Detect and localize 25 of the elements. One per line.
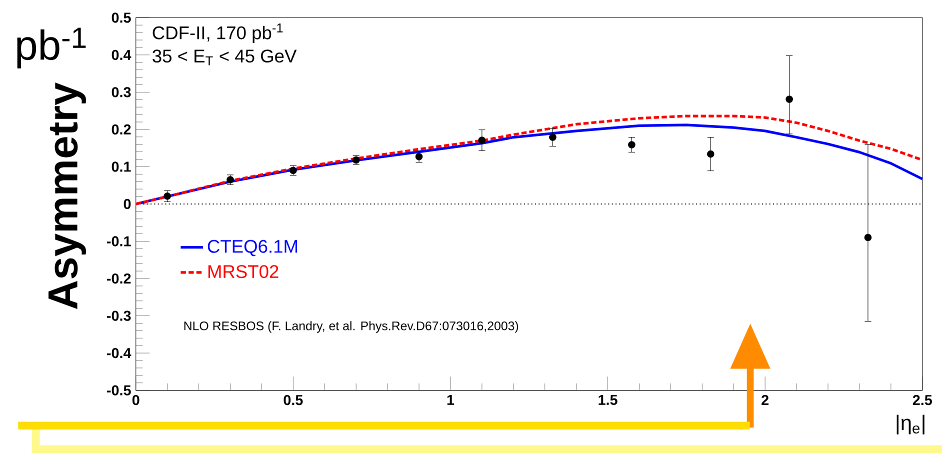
x-tick-label: 2 [762,394,769,405]
annotation: NLO RESBOS (F. Landry, et al. Phys.Rev.D67:073016,2003) [184,321,518,333]
y-tick-label: -0.3 [107,310,131,321]
y-tick-label: -0.2 [107,273,131,284]
y-axis-title: Asymmetry [48,82,86,310]
x-tick-label: 2.5 [912,394,932,406]
y-tick-label: 0.3 [112,87,131,98]
y-tick-label: 0.1 [112,162,131,172]
annotation: 35 < E$_{T}$ < 45 GeV [152,50,297,66]
x-tick-label: 1.5 [598,394,618,405]
x-tick-label: 0.5 [284,394,303,406]
x-axis-title: |η$_{e}$| [896,414,924,434]
y-tick-label: -0.4 [107,348,132,358]
y-tick-label: -0.5 [107,385,131,396]
annotation: CDF-II, 170 pb$^{-1}$ [152,23,283,43]
y-tick-label: 0 [124,198,131,210]
x-tick-label: 0 [132,394,140,406]
y-tick-label: -0.1 [107,236,131,246]
legend-label: MRST02 [208,265,278,278]
x-tick-label: 1 [447,394,454,405]
y-tick-label: 0.4 [112,50,132,60]
y-tick-label: 0.2 [112,124,131,135]
text: pb$^{-1}$ [17,28,86,68]
legend-label: CTEQ6.1M [208,240,298,256]
y-tick-label: 0.5 [112,12,131,23]
